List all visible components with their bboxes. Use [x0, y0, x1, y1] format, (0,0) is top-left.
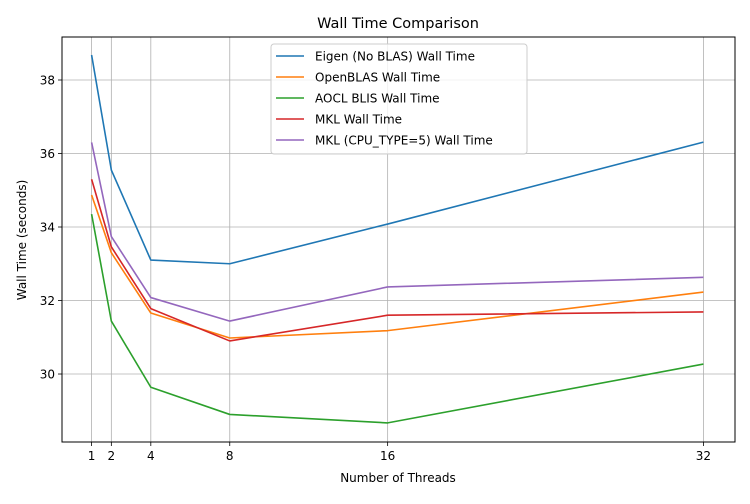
x-tick-label: 16: [380, 449, 395, 463]
y-tick-label: 30: [40, 368, 55, 382]
x-axis-label: Number of Threads: [340, 471, 456, 485]
legend-label: Eigen (No BLAS) Wall Time: [315, 50, 475, 64]
x-tick-label: 8: [226, 449, 234, 463]
x-tick-label: 32: [696, 449, 711, 463]
y-tick-label: 32: [40, 294, 55, 308]
y-tick-label: 38: [40, 73, 55, 87]
y-axis-label: Wall Time (seconds): [15, 180, 29, 301]
legend-label: AOCL BLIS Wall Time: [315, 92, 440, 106]
x-tick-label: 4: [147, 449, 155, 463]
legend-label: MKL Wall Time: [315, 113, 402, 127]
x-tick-label: 1: [88, 449, 96, 463]
chart-title: Wall Time Comparison: [317, 16, 479, 32]
y-tick-label: 34: [40, 221, 55, 235]
legend-label: MKL (CPU_TYPE=5) Wall Time: [315, 134, 493, 148]
y-tick-label: 36: [40, 147, 55, 161]
legend: Eigen (No BLAS) Wall Time OpenBLAS Wall T…: [271, 44, 527, 154]
legend-label: OpenBLAS Wall Time: [315, 71, 440, 85]
x-tick-label: 2: [108, 449, 116, 463]
